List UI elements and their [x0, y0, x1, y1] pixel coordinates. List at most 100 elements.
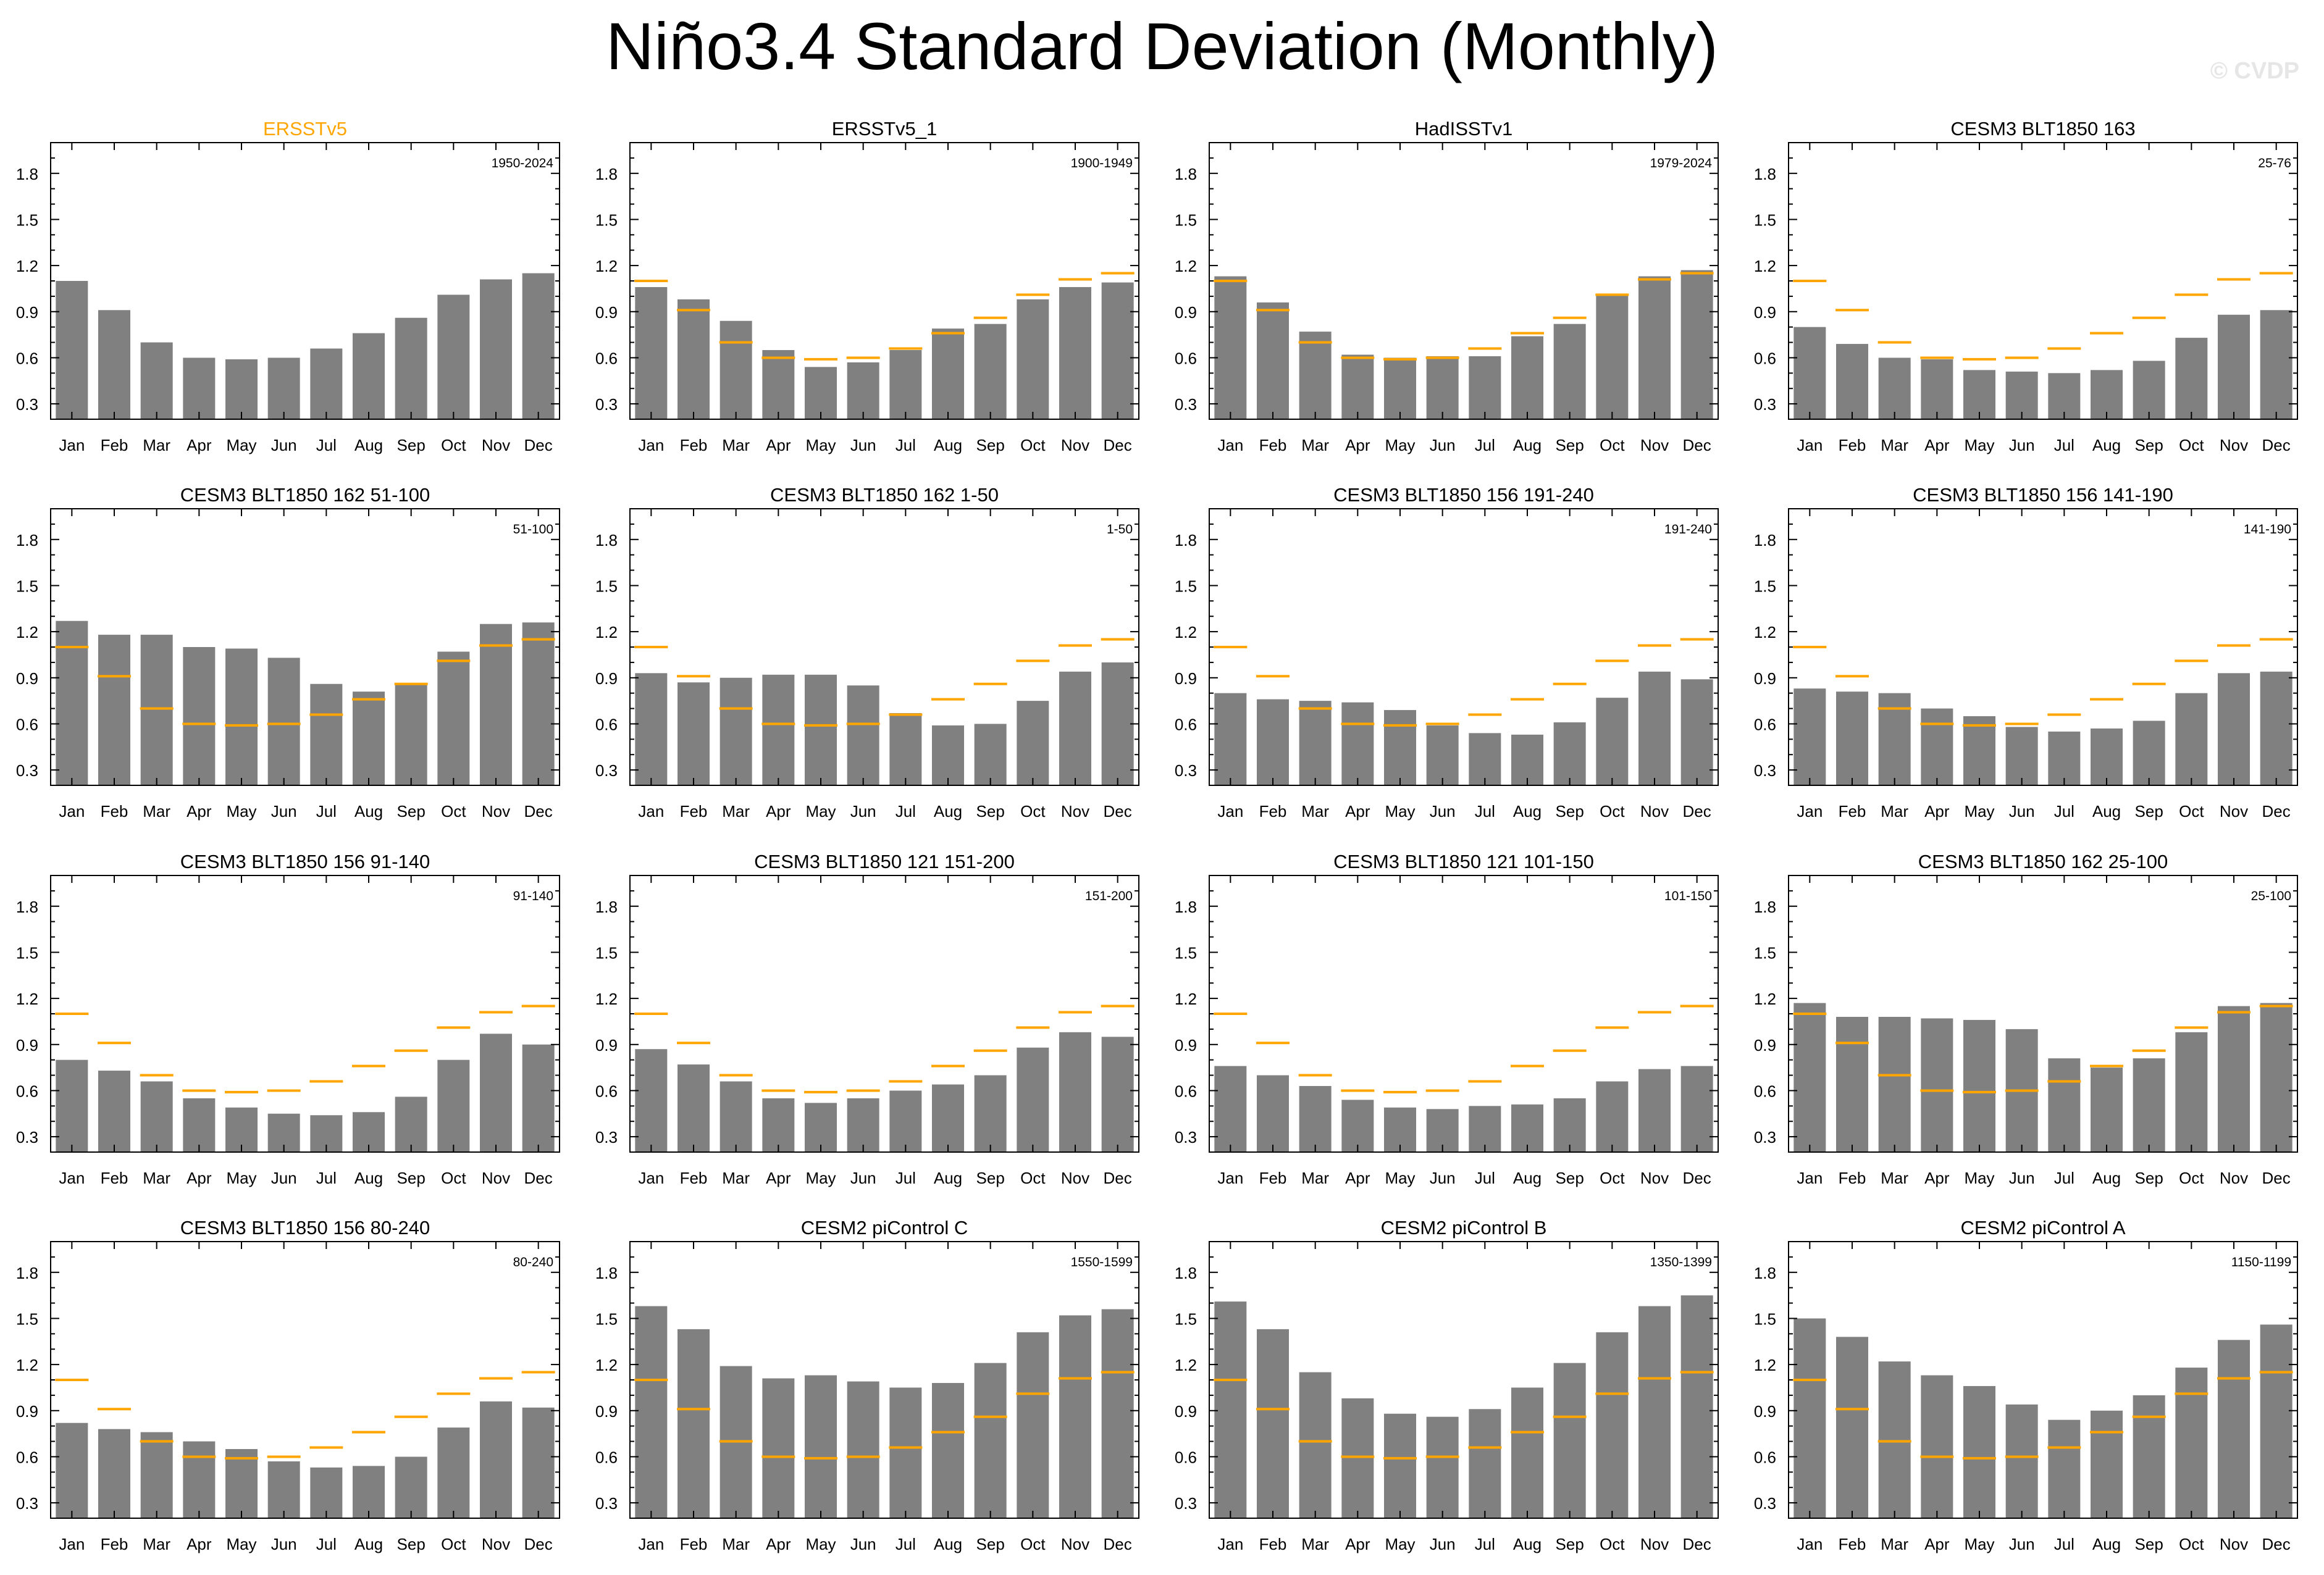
x-tick-label: Mar	[143, 1169, 170, 1187]
bar	[522, 1407, 555, 1518]
watermark: © CVDP	[2210, 58, 2299, 84]
bar	[2133, 721, 2165, 785]
x-tick-label: Mar	[722, 1169, 750, 1187]
x-tick-label: Jul	[2054, 1169, 2074, 1187]
bar	[1059, 286, 1091, 419]
bar	[267, 658, 300, 785]
period-label: 1950-2024	[492, 156, 554, 170]
x-tick-label: Mar	[722, 802, 750, 821]
bar	[437, 1059, 470, 1152]
y-tick-label: 0.6	[16, 1448, 38, 1466]
x-tick-label: Jun	[2009, 1169, 2035, 1187]
x-tick-label: Jun	[1430, 436, 1456, 454]
x-tick-label: Jan	[1797, 1535, 1823, 1553]
y-tick-label: 0.9	[1754, 1402, 1776, 1421]
x-tick-label: Nov	[482, 802, 510, 821]
bar	[1101, 282, 1134, 419]
bar	[1680, 679, 1713, 785]
chart-panel-16: 0.3 0.6 0.9 1.2 1.5 1.8 Jan Feb Mar Apr May Jun Jul A…	[1754, 1217, 2298, 1553]
y-tick-label: 1.8	[595, 898, 618, 916]
x-tick-label: Apr	[187, 802, 212, 821]
period-label: 1350-1399	[1650, 1255, 1712, 1269]
y-tick-label: 0.9	[1175, 669, 1197, 688]
bar	[353, 1466, 385, 1518]
bar	[1921, 1018, 1953, 1152]
bar	[183, 1098, 216, 1152]
bar	[1878, 1361, 1911, 1518]
x-tick-label: Aug	[934, 1535, 962, 1553]
period-label: 1979-2024	[1650, 156, 1713, 170]
y-tick-label: 0.6	[1175, 715, 1197, 733]
y-tick-label: 1.5	[1175, 943, 1197, 962]
y-tick-label: 1.8	[16, 531, 38, 549]
y-tick-label: 0.6	[595, 349, 618, 367]
period-label: 1-50	[1107, 522, 1133, 537]
bar	[522, 1044, 555, 1152]
bar	[1384, 1413, 1416, 1518]
x-tick-label: Dec	[1104, 436, 1132, 454]
y-tick-label: 0.3	[16, 1128, 38, 1147]
x-tick-label: May	[226, 1535, 256, 1553]
x-tick-label: Sep	[976, 436, 1005, 454]
x-tick-label: Feb	[680, 802, 708, 821]
bar	[805, 674, 837, 785]
x-tick-label: Jul	[1475, 802, 1495, 821]
x-tick-label: Mar	[1301, 436, 1329, 454]
panel-title: CESM2 piControl A	[1960, 1217, 2125, 1239]
x-tick-label: Mar	[1301, 802, 1329, 821]
bar	[805, 1375, 837, 1518]
y-tick-label: 1.2	[16, 623, 38, 641]
x-tick-label: May	[1385, 436, 1415, 454]
y-tick-label: 0.3	[1175, 1494, 1197, 1513]
bar	[1963, 370, 1995, 419]
bar	[1101, 1309, 1134, 1518]
bar	[1059, 1315, 1091, 1518]
bar	[1963, 716, 1995, 785]
bar	[889, 1387, 922, 1518]
y-tick-label: 1.5	[595, 211, 618, 229]
panel-title: CESM3 BLT1850 162 25-100	[1918, 851, 2168, 872]
x-tick-label: May	[1964, 802, 1994, 821]
x-tick-label: Jan	[59, 1535, 85, 1553]
x-tick-label: Nov	[1640, 436, 1669, 454]
y-tick-label: 1.2	[1175, 1356, 1197, 1374]
y-tick-label: 1.2	[16, 1356, 38, 1374]
bar	[1921, 708, 1953, 785]
y-tick-label: 1.5	[1175, 211, 1197, 229]
bar	[395, 1097, 427, 1152]
chart-panel-5: 0.3 0.6 0.9 1.2 1.5 1.8 Jan Feb Mar Apr May Jun Jul A…	[16, 484, 560, 821]
bar	[2175, 1032, 2208, 1152]
bar	[1836, 1337, 1868, 1518]
x-tick-label: Aug	[2092, 802, 2121, 821]
y-tick-label: 0.9	[16, 669, 38, 688]
y-tick-label: 1.2	[595, 990, 618, 1008]
x-tick-label: Feb	[1259, 436, 1287, 454]
y-tick-label: 0.3	[595, 761, 618, 780]
y-tick-label: 1.8	[595, 165, 618, 183]
bar	[1680, 1066, 1713, 1152]
y-tick-label: 1.2	[1754, 257, 1776, 275]
bar	[974, 1363, 1007, 1518]
bar	[2091, 1410, 2123, 1518]
bar	[847, 1381, 879, 1518]
bar	[932, 1084, 964, 1152]
chart-panel-15: 0.3 0.6 0.9 1.2 1.5 1.8 Jan Feb Mar Apr May Jun Jul A…	[1175, 1217, 1719, 1553]
bar	[635, 1049, 668, 1152]
y-tick-label: 0.3	[1754, 1128, 1776, 1147]
bar	[1426, 725, 1459, 785]
panel-title: CESM3 BLT1850 156 91-140	[180, 851, 430, 872]
x-tick-label: Mar	[1881, 802, 1908, 821]
x-tick-label: Apr	[1345, 1169, 1370, 1187]
bar	[98, 1429, 130, 1518]
bar	[2260, 671, 2293, 785]
x-tick-label: Nov	[482, 436, 510, 454]
chart-panel-4: 0.3 0.6 0.9 1.2 1.5 1.8 Jan Feb Mar Apr May Jun Jul A…	[1754, 118, 2298, 454]
x-tick-label: Sep	[976, 1535, 1005, 1553]
bar	[395, 683, 427, 785]
bar	[762, 350, 795, 419]
x-tick-label: Aug	[934, 1169, 962, 1187]
period-label: 191-240	[1664, 522, 1712, 537]
x-tick-label: Dec	[524, 802, 553, 821]
x-tick-label: Aug	[2092, 1535, 2121, 1553]
bar	[2048, 1058, 2081, 1152]
